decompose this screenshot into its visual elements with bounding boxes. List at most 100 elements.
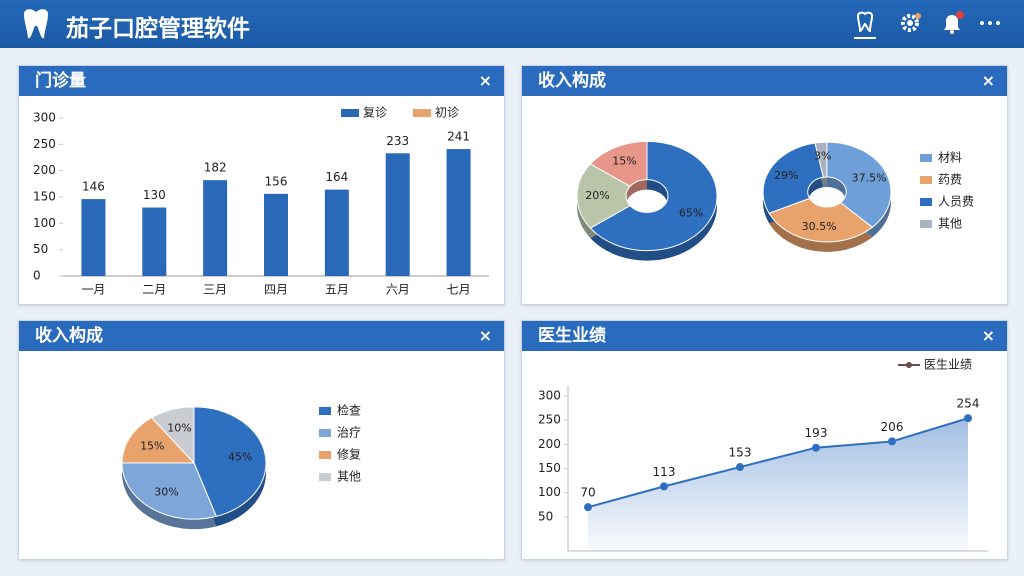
slice-label: 15% [612, 155, 636, 168]
bar [142, 207, 167, 276]
slice-label: 37.5% [852, 171, 887, 184]
settings-icon[interactable] [901, 13, 921, 32]
slice-label: 10% [167, 421, 191, 434]
data-label: 146 [82, 180, 105, 194]
legend-label: 药费 [938, 173, 962, 187]
legend-label: 修复 [337, 447, 361, 462]
close-button[interactable]: × [478, 71, 492, 90]
y-tick-label: 50 [33, 242, 48, 256]
data-label: 70 [580, 486, 595, 500]
data-label: 113 [653, 465, 676, 479]
legend-label: 材料 [938, 151, 962, 165]
point [736, 463, 744, 472]
x-tick-label: 6月 [958, 558, 978, 560]
slice-label: 65% [679, 207, 703, 220]
slice [576, 163, 631, 229]
bar [446, 149, 471, 276]
close-button[interactable]: × [981, 326, 995, 345]
data-label: 233 [386, 134, 409, 148]
data-label: 182 [204, 161, 227, 175]
more-icon[interactable] [980, 21, 1000, 25]
panel-title: 医生业绩 [538, 326, 606, 346]
legend-label: 初诊 [435, 106, 459, 120]
x-tick-label: 二月 [142, 283, 166, 297]
x-tick-label: 七月 [447, 283, 471, 297]
header: 茄子口腔管理软件 [0, 0, 1024, 48]
data-label: 241 [447, 130, 470, 144]
y-tick-label: 200 [33, 163, 56, 177]
x-tick-label: 五月 [325, 283, 349, 297]
y-tick-label: 150 [33, 190, 56, 204]
legend-swatch [413, 109, 431, 117]
app-title: 茄子口腔管理软件 [66, 16, 250, 42]
bar [385, 153, 410, 276]
data-label: 164 [325, 170, 348, 184]
y-tick-label: 200 [538, 437, 561, 451]
panel-title: 收入构成 [538, 71, 606, 91]
legend-marker [906, 362, 912, 368]
data-label: 153 [729, 446, 752, 460]
chart: 50 100 150 200 250 300 1月 2月 3月 4月 5月 6月 70 113 153 193… [538, 358, 988, 572]
slice-label: 30% [154, 486, 178, 499]
y-tick-label: 50 [538, 509, 553, 523]
slice [121, 416, 196, 464]
slice-label: 15% [140, 439, 164, 452]
legend-swatch [341, 109, 359, 117]
legend-swatch [920, 220, 932, 228]
x-tick-label: 四月 [264, 283, 288, 297]
toolbar [854, 11, 1000, 39]
data-label: 193 [805, 426, 828, 440]
logo [24, 9, 48, 39]
slice [768, 197, 874, 243]
y-tick-label: 100 [33, 216, 56, 230]
legend-swatch [920, 154, 932, 162]
close-button[interactable]: × [981, 71, 995, 90]
bar [324, 189, 349, 276]
bell-icon[interactable] [944, 11, 964, 34]
legend-label: 其他 [938, 217, 962, 231]
x-tick-label: 3月 [730, 558, 750, 560]
panel: 门诊量 × 0 50 100 150 200 250 300 复诊 初诊 146 一月 130 二月 182 三… [18, 65, 505, 305]
slice [814, 141, 828, 178]
y-tick-label: 100 [538, 485, 561, 499]
slice [589, 140, 718, 252]
line [587, 417, 969, 509]
legend-swatch [920, 198, 932, 206]
panel: 收入构成 × 45% 30% 15% 10% 检查 治疗 修复 其他 [18, 320, 505, 560]
legend-swatch [920, 176, 932, 184]
panel-header: 门诊量 × [19, 66, 504, 96]
y-tick-label: 250 [538, 413, 561, 427]
tooth-icon[interactable] [854, 11, 876, 39]
legend-label: 其他 [337, 470, 361, 484]
slice-label: 29% [774, 169, 798, 182]
slice-label: 30.5% [802, 220, 837, 233]
legend-label: 治疗 [337, 426, 361, 440]
bar [264, 193, 288, 276]
y-tick-label: 250 [33, 137, 56, 151]
legend-swatch [319, 473, 331, 481]
point [888, 437, 896, 446]
data-label: 254 [957, 397, 980, 411]
slice [589, 140, 648, 188]
legend-label: 复诊 [363, 106, 387, 120]
area [588, 418, 968, 551]
panel-header: 收入构成 × [522, 66, 1007, 96]
point [584, 503, 592, 512]
y-tick-label: 0 [33, 269, 41, 283]
slice [762, 142, 825, 214]
y-tick-label: 150 [538, 461, 561, 475]
y-tick-label: 300 [33, 111, 56, 125]
x-tick-label: 2月 [654, 558, 674, 560]
legend-label: 人员费 [938, 195, 974, 209]
x-tick-label: 一月 [81, 283, 105, 297]
data-label: 130 [143, 188, 166, 202]
slice [826, 141, 892, 228]
point [660, 482, 668, 491]
legend-swatch [319, 407, 331, 415]
panel: 收入构成 × 65% 20% 15% 37.5% 30.5% 29% 3% 材料 药费 人员费 其他 [521, 65, 1008, 305]
close-button[interactable]: × [478, 326, 492, 345]
legend-swatch [319, 429, 331, 437]
